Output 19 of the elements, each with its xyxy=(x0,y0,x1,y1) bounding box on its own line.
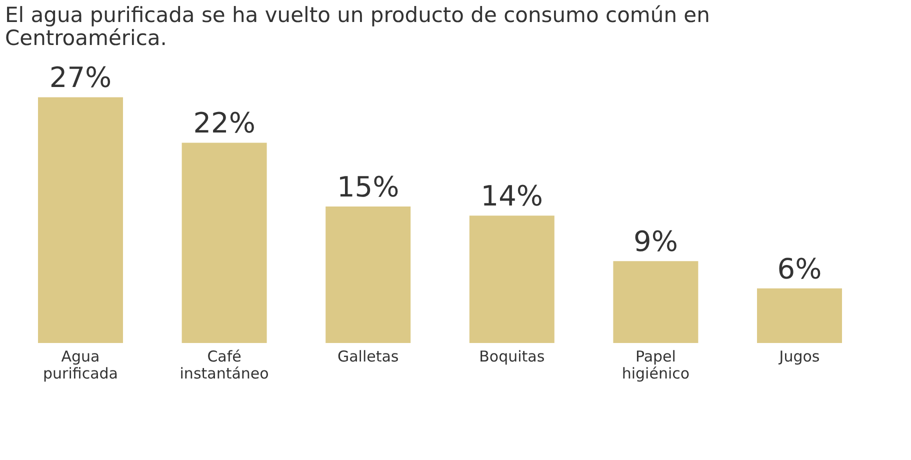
data-label: 15% xyxy=(336,170,400,204)
x-tick-label: Papel higiénico xyxy=(622,348,690,382)
x-tick-label: Boquitas xyxy=(479,348,545,366)
x-tick-label: Café instantáneo xyxy=(180,348,269,382)
data-label: 22% xyxy=(193,106,256,140)
bar xyxy=(469,216,554,343)
chart-title: El agua purificada se ha vuelto un producto de consumo común en Centroamérica. xyxy=(5,3,710,50)
bar xyxy=(757,288,842,343)
bar xyxy=(38,97,123,343)
data-label: 9% xyxy=(633,225,678,258)
x-tick-label: Jugos xyxy=(778,348,820,366)
data-label: 6% xyxy=(777,252,822,286)
bar xyxy=(613,261,698,343)
x-tick-label: Galletas xyxy=(337,348,399,366)
x-tick-label: Agua purificada xyxy=(43,348,118,382)
data-label: 27% xyxy=(49,61,112,94)
bar xyxy=(326,206,411,343)
bar xyxy=(182,142,267,343)
data-label: 14% xyxy=(480,180,544,213)
